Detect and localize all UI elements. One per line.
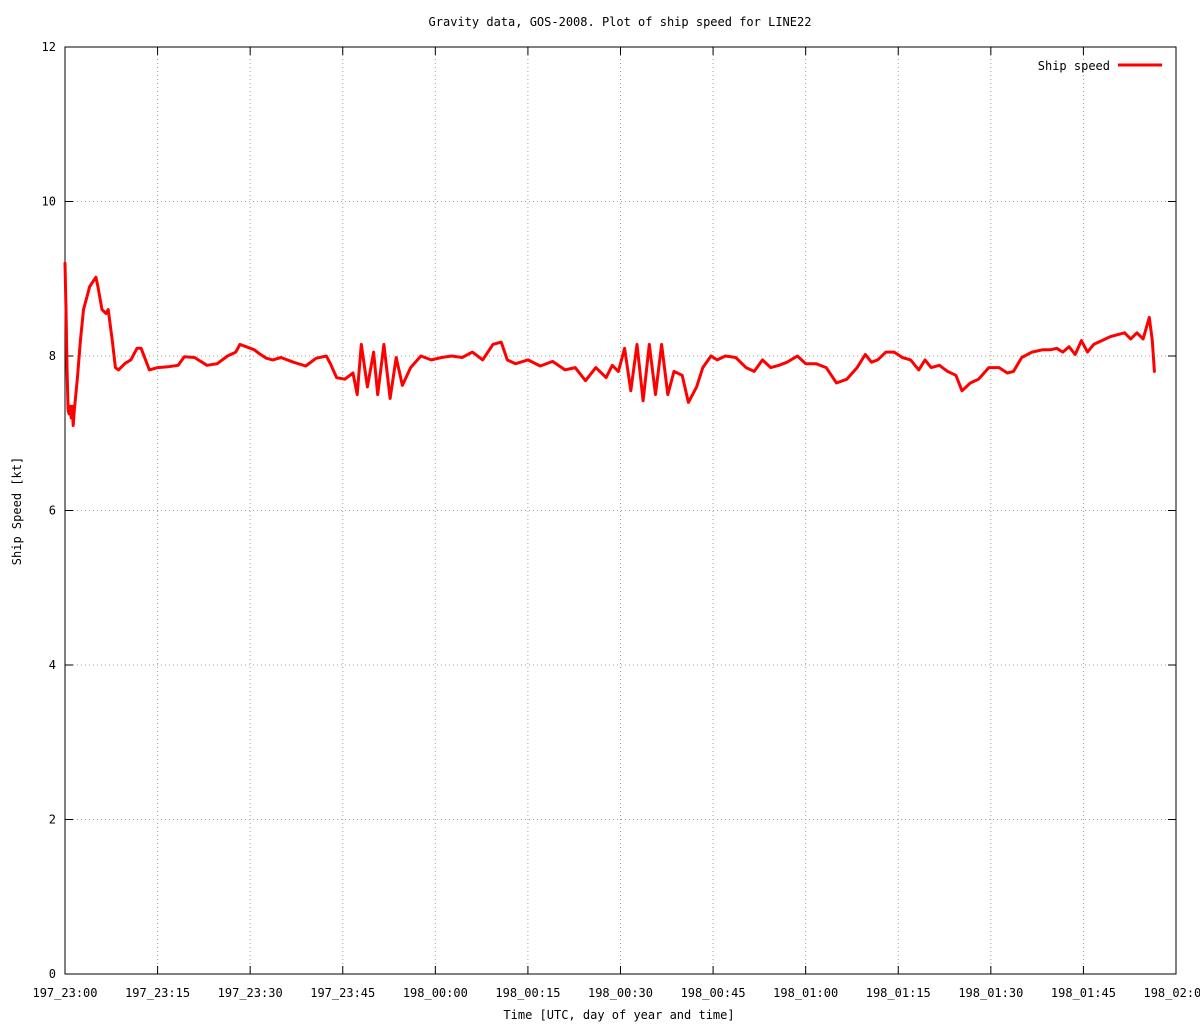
y-tick-label: 12	[42, 40, 56, 54]
legend-label: Ship speed	[1038, 59, 1110, 73]
x-tick-label: 198_00:45	[681, 986, 746, 1000]
x-tick-label: 197_23:30	[218, 986, 283, 1000]
y-tick-label: 0	[49, 967, 56, 981]
series-group	[63, 261, 1156, 427]
x-tick-label: 198_01:00	[773, 986, 838, 1000]
legend: Ship speed	[1038, 59, 1162, 73]
x-tick-label: 198_01:30	[958, 986, 1023, 1000]
plot-area-border	[64, 46, 1177, 975]
x-tick-label: 197_23:00	[32, 986, 97, 1000]
x-tick-label: 198_01:15	[866, 986, 931, 1000]
grid	[65, 47, 1176, 974]
y-tick-label: 10	[42, 195, 56, 209]
y-tick-label: 6	[49, 504, 56, 518]
x-tick-label: 198_00:30	[588, 986, 653, 1000]
y-tick-label: 8	[49, 349, 56, 363]
x-tick-label: 198_00:00	[403, 986, 468, 1000]
x-tick-label: 197_23:15	[125, 986, 190, 1000]
y-tick-label: 4	[49, 658, 56, 672]
chart-title: Gravity data, GOS-2008. Plot of ship spe…	[429, 15, 812, 29]
y-tick-label: 2	[49, 813, 56, 827]
y-axis-label: Ship Speed [kt]	[10, 457, 24, 565]
x-tick-label: 197_23:45	[310, 986, 375, 1000]
x-tick-label: 198_02:00	[1143, 986, 1200, 1000]
series-line	[63, 261, 1156, 427]
x-axis-label: Time [UTC, day of year and time]	[503, 1008, 734, 1022]
x-tick-label: 198_01:45	[1051, 986, 1116, 1000]
x-tick-label: 198_00:15	[495, 986, 560, 1000]
